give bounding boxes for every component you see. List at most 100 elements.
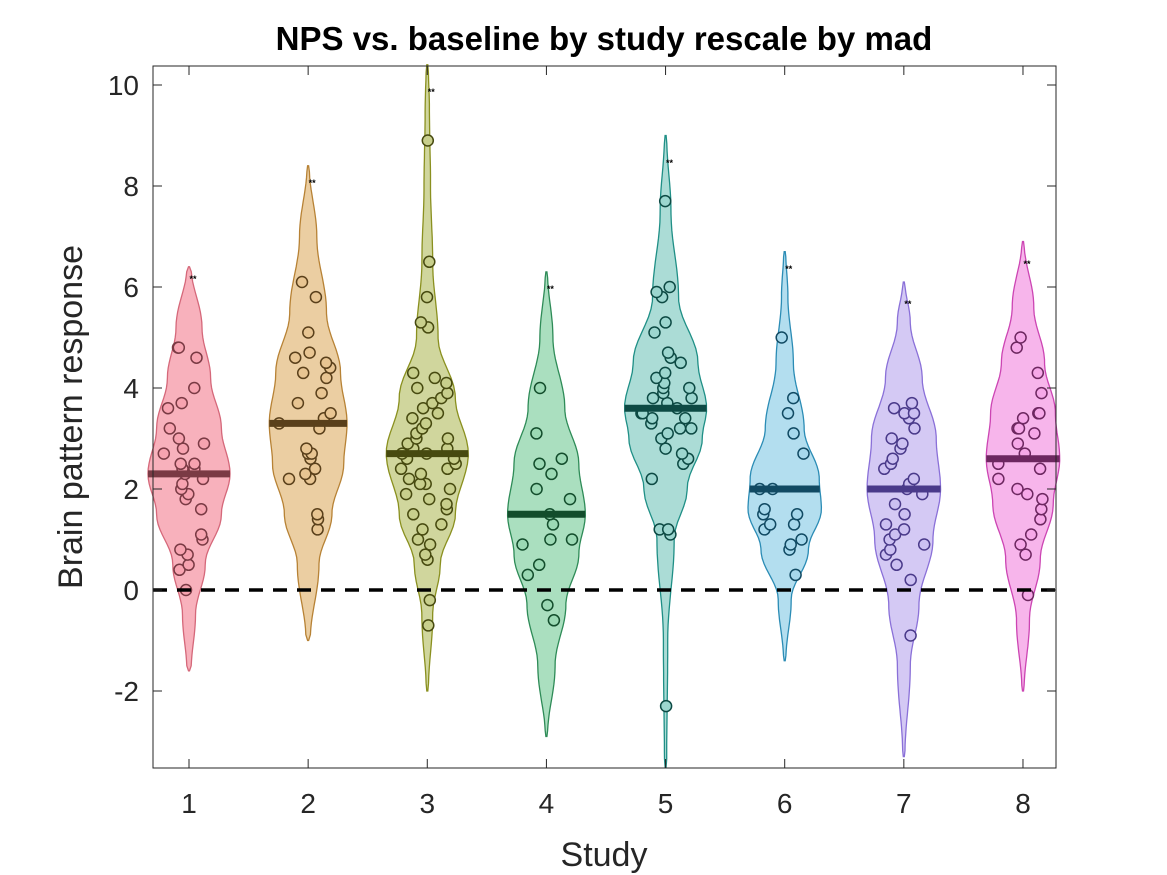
data-point <box>291 396 305 410</box>
data-point <box>897 523 911 536</box>
y-tick-label: 2 <box>123 474 139 505</box>
data-point <box>1035 386 1048 400</box>
data-point <box>678 412 692 425</box>
data-point <box>174 543 187 556</box>
data-point <box>674 356 687 370</box>
data-point <box>288 351 302 364</box>
data-point <box>758 502 771 516</box>
data-point <box>775 331 788 344</box>
x-tick-label: 1 <box>181 788 197 819</box>
data-point <box>795 533 808 546</box>
data-point <box>411 533 425 546</box>
data-point <box>172 341 186 354</box>
data-point <box>419 548 432 561</box>
data-point <box>521 568 535 582</box>
data-point <box>896 437 909 450</box>
violin-study-4 <box>506 271 586 738</box>
data-point <box>787 427 800 440</box>
data-point <box>917 538 931 551</box>
y-axis-ticks: -2 0 2 4 6 8 10 <box>108 70 1056 707</box>
data-point <box>648 326 661 339</box>
data-point <box>190 351 203 364</box>
data-point <box>295 275 309 289</box>
data-point <box>661 427 674 440</box>
data-point <box>421 134 435 147</box>
data-point <box>516 538 529 551</box>
data-point <box>781 407 795 420</box>
data-point <box>789 568 802 582</box>
data-point <box>1014 538 1027 551</box>
significance-marker-study-5: ** <box>666 158 674 168</box>
data-point <box>308 462 322 476</box>
data-point <box>411 381 424 395</box>
data-point <box>992 472 1005 486</box>
data-point <box>544 533 557 546</box>
data-point <box>907 472 921 486</box>
data-point <box>299 467 312 481</box>
data-point <box>163 422 177 435</box>
significance-marker-study-3: ** <box>428 87 436 97</box>
data-point <box>905 396 919 410</box>
data-point <box>645 412 659 425</box>
y-tick-label: 4 <box>123 373 139 404</box>
data-point <box>1035 502 1048 516</box>
data-point <box>303 346 316 359</box>
data-point <box>879 518 893 531</box>
data-point <box>675 447 689 460</box>
data-point <box>302 326 315 339</box>
y-tick-label: 0 <box>123 575 139 606</box>
data-point <box>661 523 675 536</box>
data-point <box>441 386 454 400</box>
data-point <box>898 508 911 521</box>
data-point <box>431 407 445 420</box>
data-point <box>646 391 660 405</box>
data-point <box>309 290 323 304</box>
data-point <box>1019 548 1032 561</box>
data-point <box>1011 482 1024 496</box>
data-point <box>443 482 457 496</box>
data-point <box>416 401 430 415</box>
data-point <box>546 518 560 531</box>
x-tick-label: 7 <box>896 788 912 819</box>
data-point <box>659 699 673 713</box>
data-point <box>175 396 188 410</box>
data-point <box>530 427 543 440</box>
data-point <box>441 432 455 445</box>
data-point <box>311 523 324 536</box>
data-point <box>547 614 561 627</box>
data-point <box>440 376 453 390</box>
data-point <box>1021 487 1034 501</box>
x-tick-label: 3 <box>419 788 435 819</box>
data-point <box>890 558 903 572</box>
data-point <box>904 629 917 642</box>
data-point <box>533 381 547 395</box>
data-point <box>1010 341 1023 354</box>
data-point <box>407 508 420 521</box>
data-point <box>194 502 208 516</box>
data-point <box>188 381 201 395</box>
data-point <box>406 412 419 425</box>
significance-marker-study-8: ** <box>1023 259 1031 269</box>
y-tick-label: 8 <box>123 171 139 202</box>
data-point <box>422 619 435 632</box>
data-point <box>172 432 186 445</box>
medians-group <box>147 404 1060 518</box>
data-point <box>563 492 577 506</box>
data-point <box>420 290 434 304</box>
data-point <box>555 452 569 465</box>
data-point <box>907 407 921 420</box>
data-point <box>428 371 442 385</box>
data-point <box>1024 528 1038 541</box>
data-point <box>908 422 921 435</box>
data-point <box>394 462 408 476</box>
data-point <box>661 346 675 359</box>
data-point <box>659 442 672 455</box>
significance-marker-study-4: ** <box>547 284 555 294</box>
data-point <box>194 528 208 541</box>
significance-marker-study-2: ** <box>309 178 317 188</box>
data-point <box>650 285 663 299</box>
data-point <box>541 598 554 612</box>
significance-marker-study-1: ** <box>189 274 197 284</box>
data-point <box>1034 513 1047 526</box>
